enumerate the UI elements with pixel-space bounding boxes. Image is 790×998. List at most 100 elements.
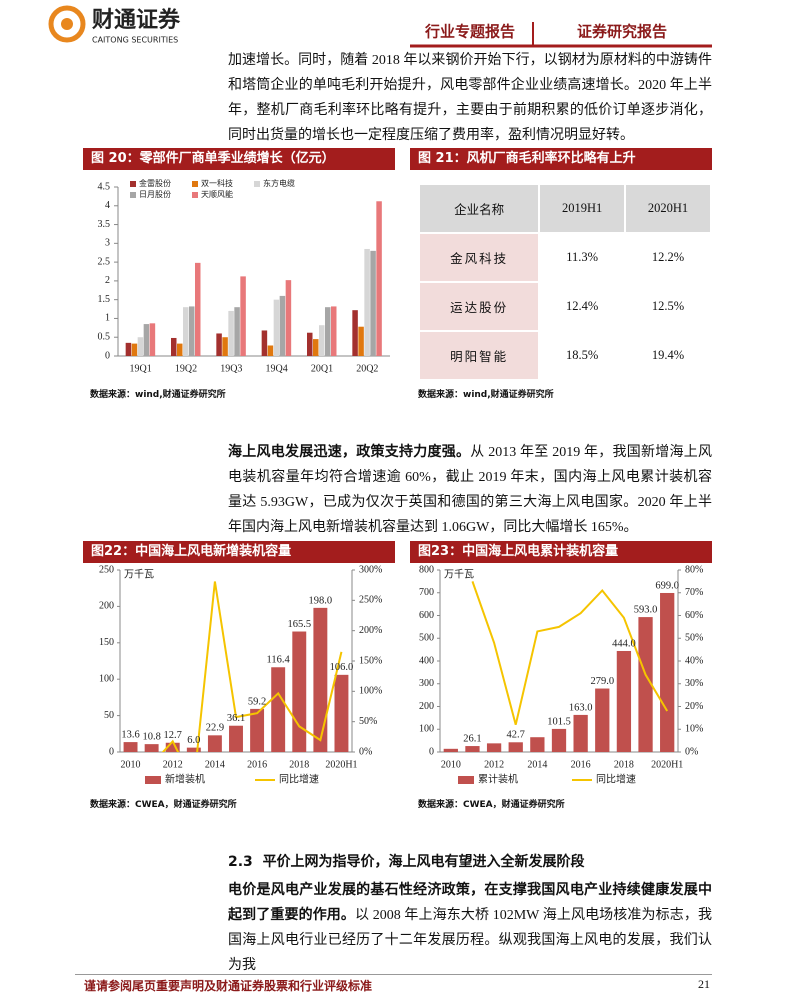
- footer-rule: [75, 974, 712, 975]
- table-cell: 运达股份: [417, 281, 541, 332]
- y-tick-label: 200: [419, 701, 434, 712]
- data-label: 12.7: [164, 730, 182, 741]
- y2-tick-label: 50%: [359, 716, 377, 727]
- table-cell: 金风科技: [417, 232, 541, 283]
- y-tick-label: 4.5: [98, 181, 111, 192]
- table-row: 金风科技 11.3% 12.2%: [417, 232, 712, 283]
- figure-source: 数据来源：CWEA，财通证券研究所: [90, 800, 237, 810]
- data-label: 101.5: [547, 716, 571, 727]
- legend-label: 双一科技: [201, 178, 233, 188]
- y-tick-label: 2: [105, 275, 110, 286]
- bar: [443, 748, 458, 752]
- figure-source: 数据来源：wind,财通证券研究所: [90, 390, 226, 400]
- y-tick-label: 50: [104, 710, 114, 721]
- x-tick-label: 2016: [247, 759, 267, 770]
- legend-swatch: [192, 181, 198, 187]
- table: 企业名称 2019H1 2020H1 金风科技 11.3% 12.2% 运达股份 12.4% 1…: [417, 183, 712, 381]
- bar: [313, 339, 319, 356]
- bar: [465, 746, 480, 752]
- table-cell: 11.3%: [538, 232, 627, 283]
- bar: [285, 280, 292, 356]
- data-label: 26.1: [463, 733, 481, 744]
- x-tick-label: 19Q4: [266, 363, 288, 374]
- bar: [376, 201, 382, 356]
- y-tick-label: 0: [429, 746, 434, 757]
- bar: [216, 333, 222, 356]
- y-tick-label: 100: [99, 673, 114, 684]
- bar: [313, 607, 328, 752]
- header-tag: 证券研究报告: [577, 22, 667, 40]
- y-tick-label: 4: [105, 200, 110, 211]
- chart: 0 100 200 300 400 500 600 700 800 0% 10% 20% 30% 40% 5…: [419, 564, 703, 785]
- bar: [638, 617, 653, 752]
- bar: [149, 323, 156, 356]
- figure-source: 数据来源：CWEA，财通证券研究所: [418, 800, 565, 810]
- bar: [177, 343, 183, 356]
- legend-swatch: [254, 181, 260, 187]
- bar: [573, 714, 588, 752]
- bold-lead: 电价是风电产业发展的基石性经济政策，在支撑我国风电产业持续健康发展中起到了重要的…: [228, 883, 712, 923]
- y-tick-label: 1.5: [98, 294, 111, 305]
- y-tick-label: 2.5: [98, 256, 111, 267]
- bar: [307, 332, 313, 356]
- y2-tick-label: 0%: [359, 746, 372, 757]
- legend-swatch: [130, 192, 136, 198]
- section-title: 平价上网为指导价，海上风电有望进入全新发展阶段: [262, 854, 585, 870]
- chart: 0 50 100 150 200 250 0% 50% 100% 150% 200% 250% 300%…: [99, 564, 382, 785]
- line: [471, 581, 669, 725]
- table-cell: 明阳智能: [417, 330, 541, 381]
- y-tick-label: 500: [419, 633, 434, 644]
- bar: [125, 342, 132, 356]
- bar: [183, 307, 189, 356]
- bar: [352, 310, 358, 356]
- footer-disclaimer: 谨请参阅尾页重要声明及财通证券股票和行业评级标准: [84, 979, 373, 993]
- table-header-cell: 企业名称: [417, 183, 541, 234]
- x-tick-label: 2012: [484, 759, 504, 770]
- y2-tick-label: 200%: [359, 625, 382, 636]
- logo-emblem: [61, 18, 73, 30]
- data-label: 6.0: [187, 735, 200, 746]
- header-tag: 行业专题报告: [424, 22, 515, 40]
- y-tick-label: 0: [105, 350, 110, 361]
- x-tick-label: 2012: [163, 759, 183, 770]
- y-tick-label: 250: [99, 564, 114, 575]
- x-tick-label: 2018: [289, 759, 309, 770]
- bar: [261, 330, 268, 356]
- logo-cn: 财通证券: [92, 7, 181, 33]
- x-tick-label: 2010: [121, 759, 141, 770]
- text: 以 2008 年上海东大桥 102MW 海上风电场核准为标志，我国海上风电行业已…: [228, 908, 712, 973]
- unit-label: 万千瓦: [124, 568, 154, 580]
- y2-tick-label: 50%: [685, 633, 703, 644]
- bar: [279, 295, 286, 356]
- data-label: 165.5: [287, 619, 311, 630]
- bar: [508, 742, 523, 752]
- bar: [271, 667, 286, 752]
- bar: [319, 325, 325, 356]
- bar: [171, 337, 177, 356]
- y2-tick-label: 80%: [685, 564, 703, 575]
- table-header-cell: 2019H1: [538, 183, 627, 234]
- y-tick-label: 0: [109, 746, 114, 757]
- table-cell: 12.4%: [538, 281, 627, 332]
- table-cell: 18.5%: [538, 330, 627, 381]
- table-cell: 19.4%: [624, 330, 712, 381]
- bar: [228, 310, 234, 356]
- bar: [370, 250, 376, 356]
- figure-title: 图 20：零部件厂商单季业绩增长（亿元）: [83, 148, 395, 170]
- legend-label: 同比增速: [279, 772, 319, 785]
- legend-label: 东方电缆: [263, 178, 295, 188]
- section-number: 2.3: [228, 854, 253, 870]
- page-number: 21: [698, 977, 710, 991]
- bar: [530, 737, 545, 752]
- bar: [331, 306, 337, 356]
- bar: [222, 337, 228, 356]
- legend-swatch: [145, 776, 161, 784]
- legend-swatch: [192, 192, 198, 198]
- unit-label: 万千瓦: [444, 568, 474, 580]
- data-label: 279.0: [590, 676, 614, 687]
- legend-label: 日月股份: [139, 189, 171, 199]
- bar: [267, 345, 274, 356]
- legend-label: 金雷股份: [139, 178, 171, 188]
- table-cell: 12.5%: [624, 281, 712, 332]
- table-row: 运达股份 12.4% 12.5%: [417, 281, 712, 332]
